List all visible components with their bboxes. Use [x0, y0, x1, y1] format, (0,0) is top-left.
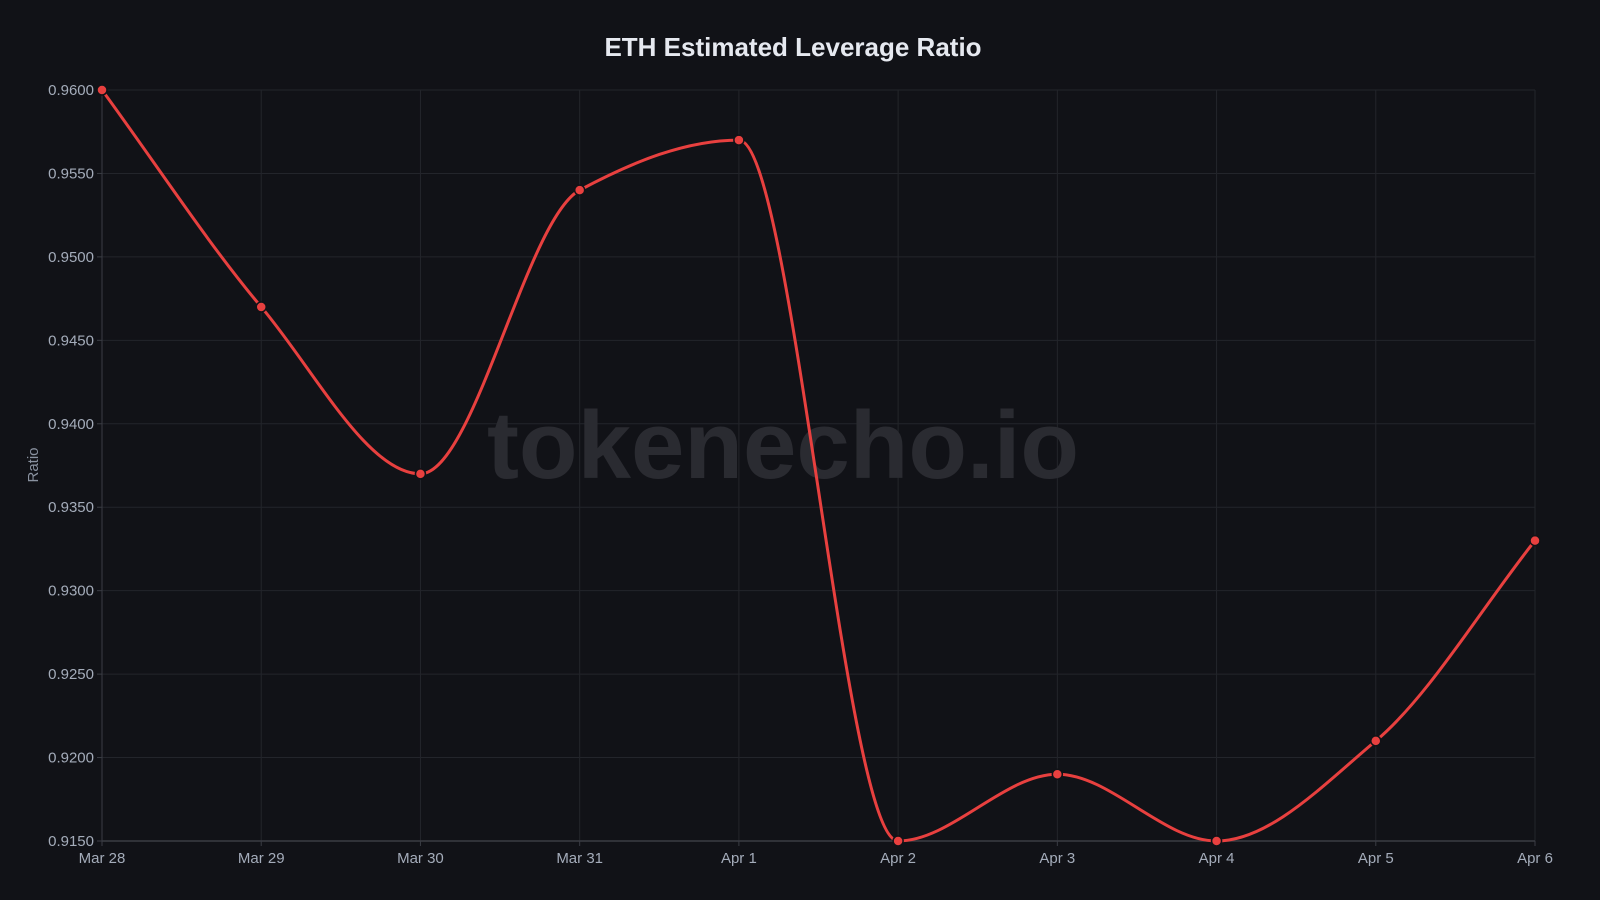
- series-line: [100, 88, 1537, 843]
- x-axis-ticks: Mar 28 Mar 29 Mar 30 Mar 31 Apr 1 Apr 2 Apr 3 A…: [79, 841, 1553, 867]
- y-tick-label: 0.9450: [48, 332, 94, 349]
- y-tick-label: 0.9550: [48, 165, 94, 182]
- x-tick-label: Mar 29: [238, 850, 285, 867]
- y-tick-label: 0.9500: [48, 249, 94, 266]
- data-point[interactable]: [733, 134, 745, 146]
- data-point[interactable]: [414, 468, 427, 480]
- axes: [101, 90, 1535, 842]
- x-tick-label: Apr 3: [1039, 850, 1075, 867]
- data-points: [96, 84, 1541, 847]
- x-tick-label: Apr 4: [1199, 850, 1235, 867]
- x-tick-label: Apr 6: [1517, 850, 1553, 867]
- y-tick-label: 0.9350: [48, 499, 94, 516]
- y-tick-label: 0.9150: [48, 833, 94, 850]
- x-tick-label: Mar 30: [397, 850, 444, 867]
- data-point[interactable]: [1370, 735, 1382, 747]
- chart-title: ETH Estimated Leverage Ratio: [604, 32, 982, 62]
- y-axis-ticks: 0.9600 0.9550 0.9500 0.9450 0.9400 0.9350 0.93…: [48, 82, 102, 850]
- y-tick-label: 0.9600: [48, 82, 94, 99]
- data-point[interactable]: [1051, 768, 1064, 780]
- data-point[interactable]: [892, 835, 904, 847]
- y-tick-label: 0.9200: [48, 750, 94, 767]
- x-tick-label: Apr 1: [721, 850, 757, 867]
- y-tick-label: 0.9400: [48, 416, 94, 433]
- data-point[interactable]: [255, 301, 267, 313]
- data-point[interactable]: [96, 84, 108, 96]
- y-axis-title: Ratio: [25, 447, 42, 482]
- data-point[interactable]: [573, 184, 586, 196]
- x-tick-label: Mar 31: [556, 850, 603, 867]
- x-tick-label: Apr 5: [1358, 850, 1394, 867]
- watermark: tokenecho.io: [487, 392, 1079, 499]
- data-point[interactable]: [1529, 534, 1541, 547]
- y-tick-label: 0.9300: [48, 583, 94, 600]
- data-point[interactable]: [1210, 835, 1223, 847]
- y-tick-label: 0.9250: [48, 666, 94, 683]
- x-tick-label: Mar 28: [79, 850, 126, 867]
- x-tick-label: Apr 2: [880, 850, 916, 867]
